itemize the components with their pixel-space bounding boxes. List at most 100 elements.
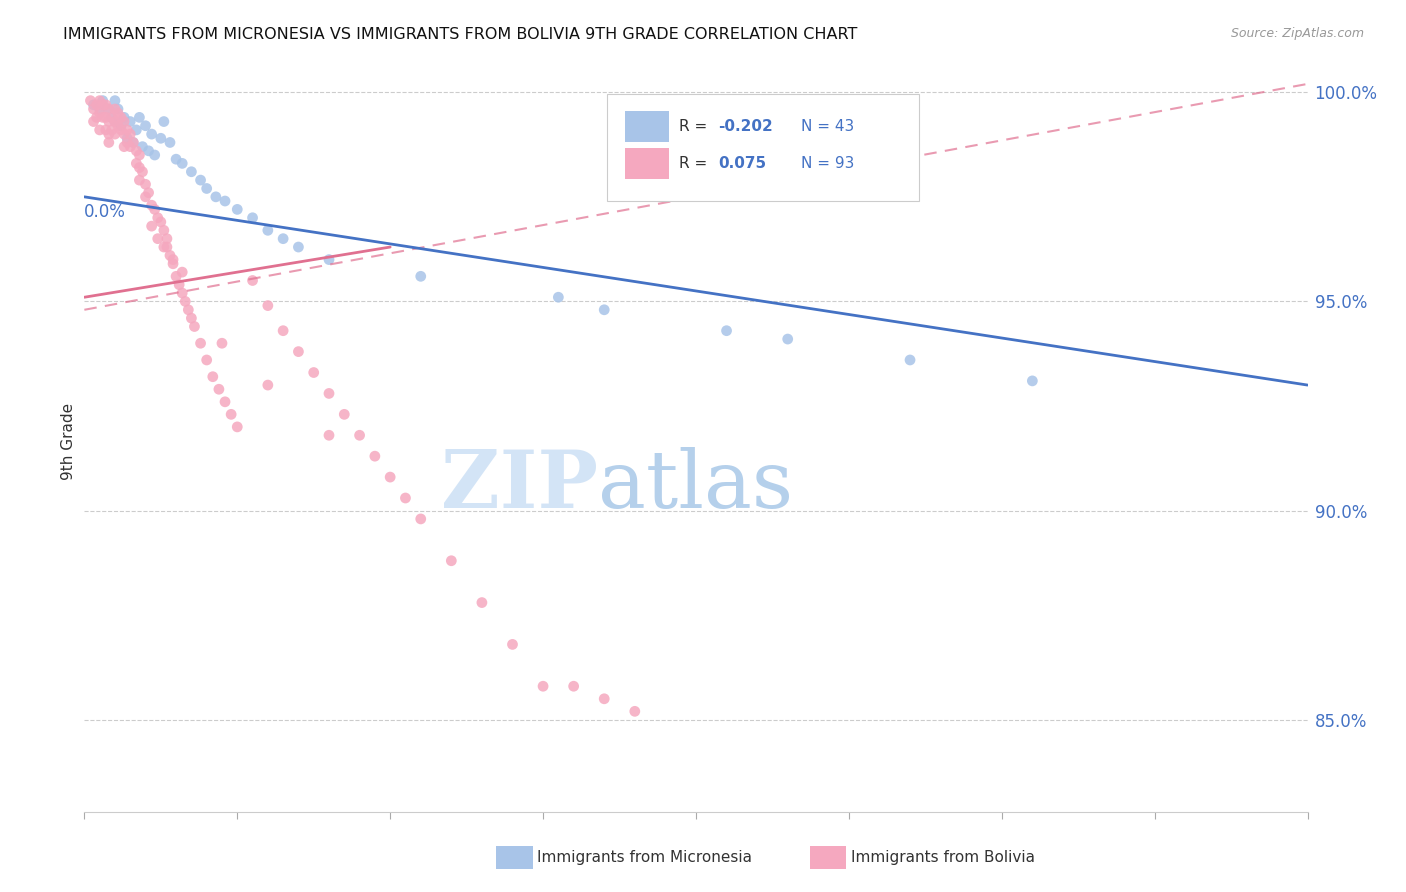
Point: [101, 123, 124, 137]
Point: [287, 240, 309, 254]
Point: [122, 136, 145, 150]
Point: [153, 114, 176, 128]
Point: [257, 299, 280, 313]
Point: [128, 148, 150, 162]
Point: [122, 136, 145, 150]
Point: [219, 408, 242, 422]
Point: [214, 194, 236, 208]
Point: [135, 178, 157, 192]
Point: [115, 131, 138, 145]
Point: [94, 111, 117, 125]
Point: [91, 111, 114, 125]
Point: [242, 211, 264, 225]
Point: [141, 198, 163, 212]
Point: [190, 336, 212, 351]
Point: [180, 165, 202, 179]
Point: [110, 111, 132, 125]
Point: [138, 144, 160, 158]
Point: [120, 127, 142, 141]
Point: [1021, 374, 1043, 388]
Text: Immigrants from Bolivia: Immigrants from Bolivia: [851, 850, 1035, 864]
Point: [162, 257, 184, 271]
Point: [208, 382, 231, 396]
Point: [226, 202, 249, 217]
Point: [409, 512, 432, 526]
Point: [333, 408, 356, 422]
Point: [120, 114, 142, 128]
Point: [94, 98, 117, 112]
Point: [125, 144, 148, 158]
Point: [167, 277, 190, 292]
Point: [165, 269, 187, 284]
Point: [104, 127, 127, 141]
Point: [302, 366, 325, 380]
Point: [162, 252, 184, 267]
Text: Source: ZipAtlas.com: Source: ZipAtlas.com: [1230, 27, 1364, 40]
Point: [110, 123, 132, 137]
Point: [104, 102, 127, 116]
Point: [165, 152, 187, 166]
Point: [104, 114, 127, 128]
Point: [104, 94, 127, 108]
Point: [120, 139, 142, 153]
Point: [153, 223, 176, 237]
Point: [131, 139, 153, 153]
Point: [94, 123, 117, 137]
Point: [716, 324, 738, 338]
Text: ZIP: ZIP: [441, 447, 598, 525]
Point: [86, 111, 108, 125]
Point: [349, 428, 371, 442]
Point: [271, 232, 294, 246]
Point: [135, 119, 157, 133]
Point: [83, 114, 105, 128]
Point: [143, 148, 166, 162]
Point: [156, 232, 179, 246]
Point: [138, 186, 160, 200]
Point: [172, 156, 194, 170]
Point: [107, 106, 129, 120]
Point: [97, 114, 120, 128]
Text: 0.0%: 0.0%: [84, 203, 127, 221]
Point: [174, 294, 197, 309]
Point: [97, 127, 120, 141]
Point: [172, 265, 194, 279]
Point: [205, 190, 228, 204]
Point: [177, 302, 200, 317]
Point: [149, 215, 172, 229]
Point: [83, 98, 105, 112]
Point: [409, 269, 432, 284]
Point: [180, 311, 202, 326]
Point: [107, 119, 129, 133]
Point: [159, 248, 181, 262]
Point: [131, 165, 153, 179]
Point: [547, 290, 569, 304]
Point: [89, 102, 111, 116]
Point: [128, 111, 150, 125]
Point: [112, 127, 135, 141]
Point: [318, 428, 340, 442]
Point: [195, 181, 218, 195]
Point: [83, 102, 105, 116]
Point: [257, 378, 280, 392]
Point: [593, 691, 616, 706]
Point: [242, 273, 264, 287]
Point: [146, 232, 169, 246]
Point: [502, 637, 524, 651]
Point: [201, 369, 224, 384]
Point: [141, 219, 163, 234]
Point: [471, 596, 494, 610]
Point: [128, 161, 150, 175]
Text: 0.075: 0.075: [718, 156, 766, 171]
Point: [91, 98, 114, 112]
Point: [624, 704, 647, 718]
Point: [135, 190, 157, 204]
Point: [112, 111, 135, 125]
Point: [97, 102, 120, 116]
Point: [159, 136, 181, 150]
Point: [79, 94, 101, 108]
Text: N = 43: N = 43: [801, 120, 855, 135]
Point: [143, 202, 166, 217]
Point: [183, 319, 205, 334]
Point: [86, 98, 108, 112]
FancyBboxPatch shape: [626, 112, 669, 143]
